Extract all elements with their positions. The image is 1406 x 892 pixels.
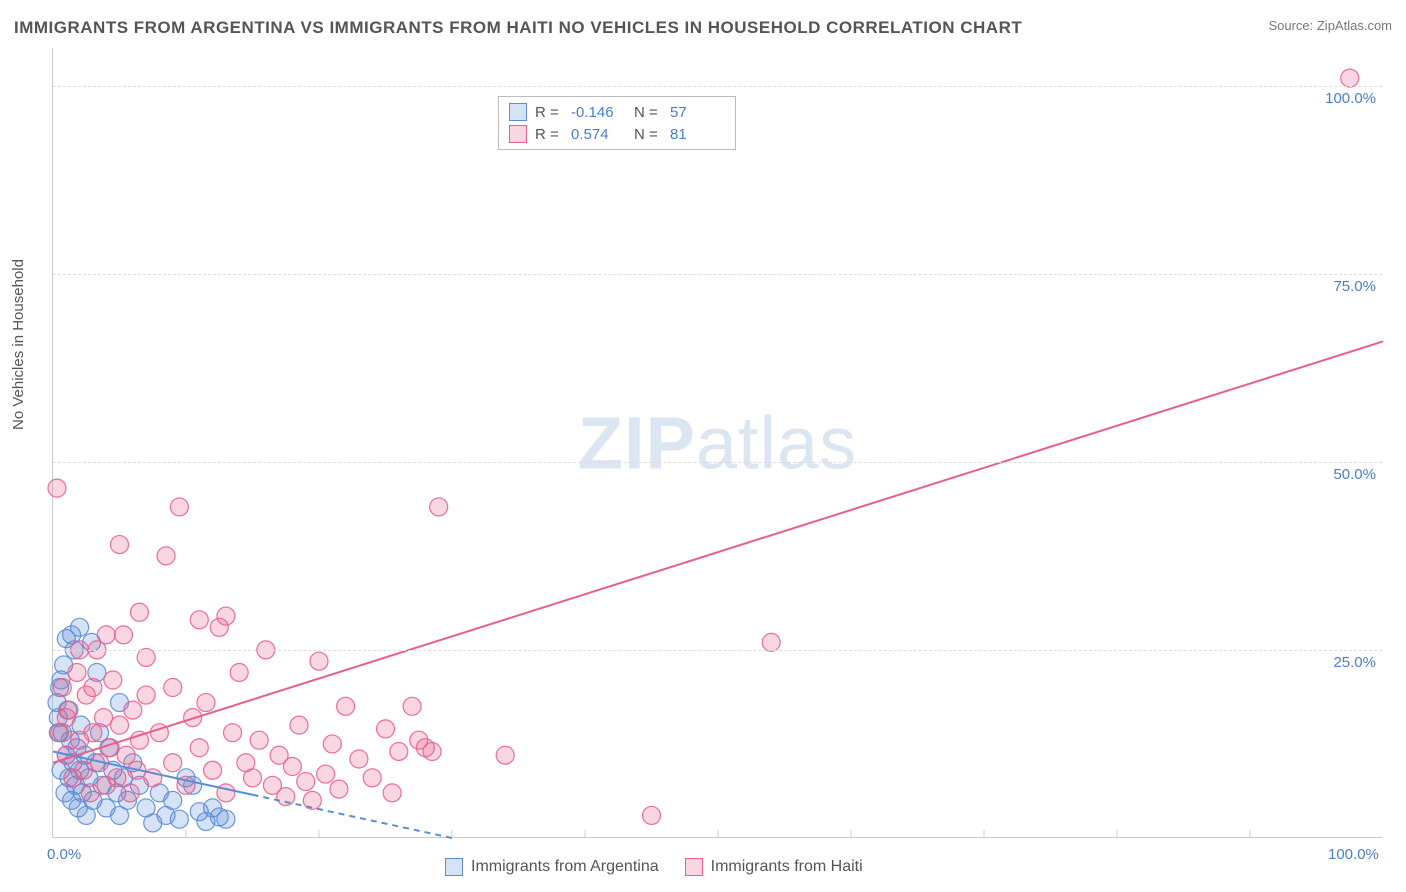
stats-row-haiti: R = 0.574 N = 81 <box>509 123 725 145</box>
data-point <box>310 652 328 670</box>
y-tick-label: 75.0% <box>1333 278 1376 295</box>
legend-label-argentina: Immigrants from Argentina <box>471 858 659 876</box>
data-point <box>224 724 242 742</box>
data-point <box>204 761 222 779</box>
data-point <box>297 773 315 791</box>
data-point <box>111 536 129 554</box>
data-point <box>75 761 93 779</box>
data-point <box>137 648 155 666</box>
data-point <box>114 626 132 644</box>
swatch-argentina <box>445 858 463 876</box>
y-tick-label: 50.0% <box>1333 466 1376 483</box>
y-axis-label: No Vehicles in Household <box>10 259 27 430</box>
n-value-argentina: 57 <box>670 104 725 121</box>
data-point <box>383 784 401 802</box>
x-tick-label: 0.0% <box>47 846 81 863</box>
data-point <box>377 720 395 738</box>
data-point <box>104 671 122 689</box>
data-point <box>124 701 142 719</box>
data-point <box>164 791 182 809</box>
n-label: N = <box>634 104 662 121</box>
data-point <box>68 663 86 681</box>
data-point <box>317 765 335 783</box>
data-point <box>390 742 408 760</box>
gridline-h <box>53 86 1382 87</box>
swatch-haiti <box>509 125 527 143</box>
data-point <box>283 758 301 776</box>
r-label: R = <box>535 126 563 143</box>
data-point <box>217 810 235 828</box>
data-point <box>164 679 182 697</box>
data-point <box>337 697 355 715</box>
y-tick-label: 100.0% <box>1325 90 1376 107</box>
swatch-haiti <box>685 858 703 876</box>
r-label: R = <box>535 104 563 121</box>
data-point <box>121 784 139 802</box>
data-point <box>217 784 235 802</box>
data-point <box>643 806 661 824</box>
source-attribution: Source: ZipAtlas.com <box>1268 18 1392 33</box>
data-point <box>117 746 135 764</box>
data-point <box>363 769 381 787</box>
data-point <box>137 686 155 704</box>
data-point <box>57 709 75 727</box>
plot-svg <box>53 48 1382 837</box>
data-point <box>323 735 341 753</box>
legend-item-haiti: Immigrants from Haiti <box>685 858 863 876</box>
data-point <box>197 694 215 712</box>
data-point <box>130 603 148 621</box>
data-point <box>244 769 262 787</box>
data-point <box>430 498 448 516</box>
r-value-haiti: 0.574 <box>571 126 626 143</box>
data-point <box>403 697 421 715</box>
data-point <box>101 739 119 757</box>
data-point <box>1341 69 1359 87</box>
stats-row-argentina: R = -0.146 N = 57 <box>509 101 725 123</box>
data-point <box>350 750 368 768</box>
chart-title: IMMIGRANTS FROM ARGENTINA VS IMMIGRANTS … <box>14 18 1022 38</box>
data-point <box>217 607 235 625</box>
data-point <box>84 679 102 697</box>
legend-item-argentina: Immigrants from Argentina <box>445 858 659 876</box>
data-point <box>330 780 348 798</box>
data-point <box>53 679 71 697</box>
data-point <box>170 498 188 516</box>
data-point <box>108 769 126 787</box>
data-point <box>250 731 268 749</box>
data-point <box>230 663 248 681</box>
y-tick-label: 25.0% <box>1333 654 1376 671</box>
data-point <box>762 633 780 651</box>
data-point <box>190 611 208 629</box>
gridline-h <box>53 650 1382 651</box>
plot-area: ZIPatlas R = -0.146 N = 57 R = 0.574 N =… <box>52 48 1382 838</box>
data-point <box>84 724 102 742</box>
chart-container: IMMIGRANTS FROM ARGENTINA VS IMMIGRANTS … <box>0 0 1406 892</box>
data-point <box>170 810 188 828</box>
n-value-haiti: 81 <box>670 126 725 143</box>
r-value-argentina: -0.146 <box>571 104 626 121</box>
data-point <box>81 784 99 802</box>
data-point <box>164 754 182 772</box>
gridline-h <box>53 462 1382 463</box>
data-point <box>496 746 514 764</box>
series-legend: Immigrants from Argentina Immigrants fro… <box>445 858 863 876</box>
data-point <box>190 739 208 757</box>
gridline-h <box>53 274 1382 275</box>
n-label: N = <box>634 126 662 143</box>
data-point <box>157 547 175 565</box>
swatch-argentina <box>509 103 527 121</box>
data-point <box>95 709 113 727</box>
x-tick-label: 100.0% <box>1328 846 1379 863</box>
data-point <box>48 479 66 497</box>
data-point <box>290 716 308 734</box>
data-point <box>423 742 441 760</box>
data-point <box>111 716 129 734</box>
trend-line <box>53 341 1383 762</box>
data-point <box>303 791 321 809</box>
data-point <box>97 626 115 644</box>
legend-label-haiti: Immigrants from Haiti <box>711 858 863 876</box>
stats-legend: R = -0.146 N = 57 R = 0.574 N = 81 <box>498 96 736 150</box>
